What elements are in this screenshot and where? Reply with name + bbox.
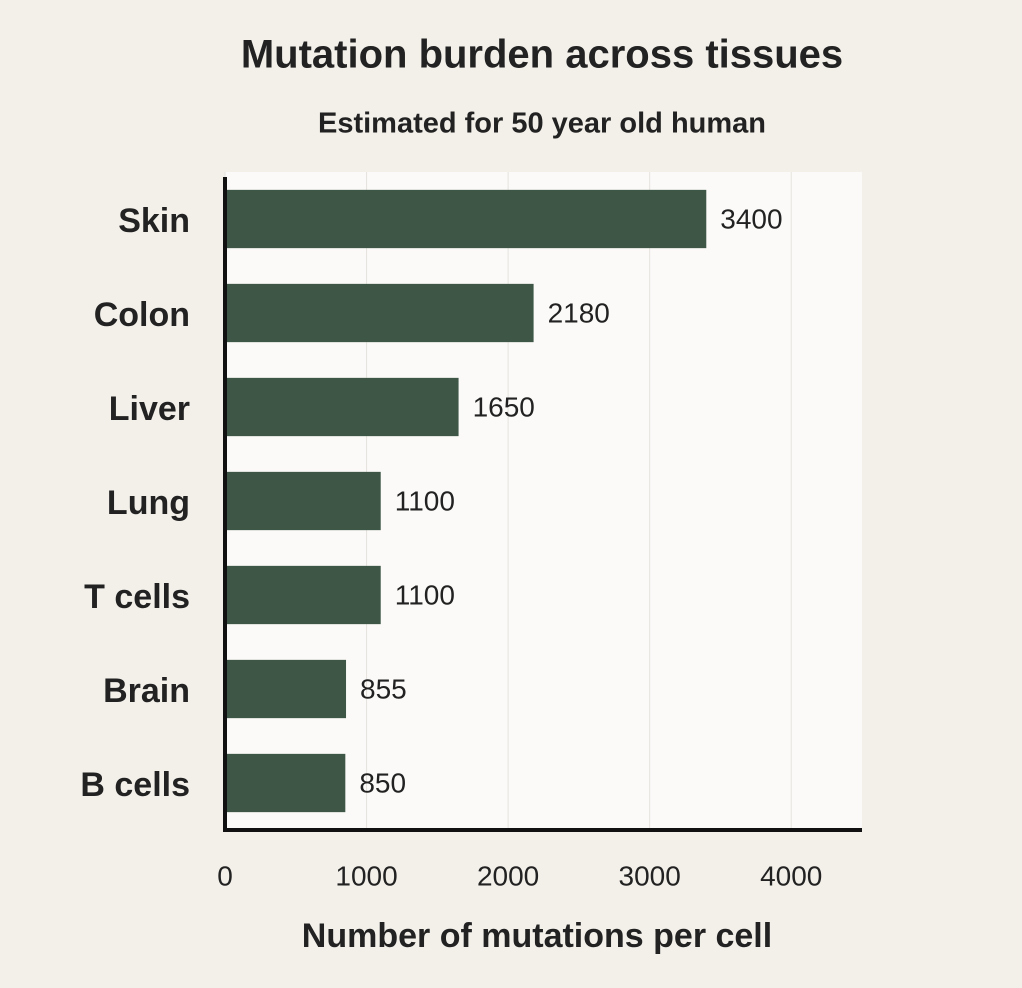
data-label: 2180 [548,297,610,328]
data-label: 850 [359,767,406,798]
y-tick-label: Liver [109,390,190,428]
bar [225,189,707,249]
bar [225,753,346,813]
data-label: 855 [360,673,407,704]
bar [225,377,459,437]
chart-subtitle: Estimated for 50 year old human [318,108,766,140]
data-label: 1100 [395,579,455,610]
chart-title: Mutation burden across tissues [241,33,843,77]
data-label: 1100 [395,485,455,516]
x-tick-label: 2000 [477,860,539,891]
y-tick-label: T cells [84,578,190,616]
y-tick-label: Lung [107,484,190,522]
y-tick-label: Colon [94,296,190,334]
x-tick-label: 1000 [335,860,397,891]
x-tick-label: 3000 [619,860,681,891]
bar [225,283,534,343]
bar [225,471,381,531]
bar [225,565,381,625]
data-label: 1650 [473,391,535,422]
x-axis-label: Number of mutations per cell [302,917,772,955]
y-tick-label: Skin [118,202,190,240]
bar [225,659,347,719]
y-tick-label: B cells [80,766,190,804]
y-tick-label: Brain [103,672,190,710]
x-tick-label: 0 [217,860,233,891]
x-tick-label: 4000 [760,860,822,891]
data-label: 3400 [720,203,782,234]
